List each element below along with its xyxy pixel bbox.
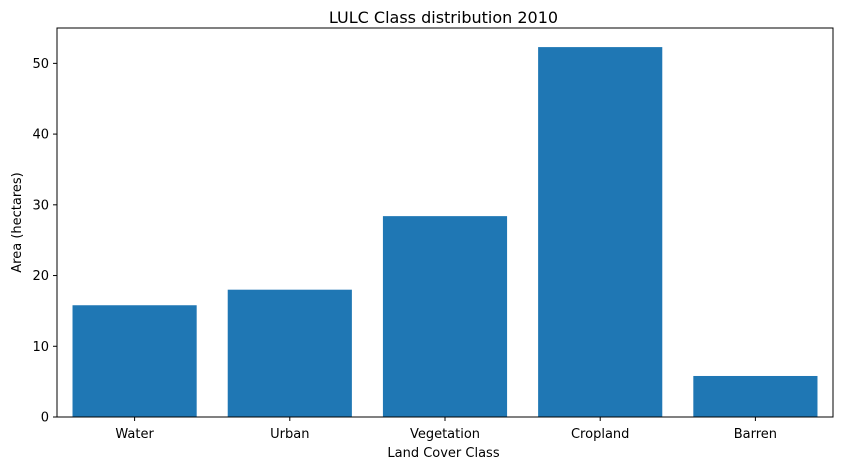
chart-title: LULC Class distribution 2010 xyxy=(329,8,558,27)
x-tick-label: Vegetation xyxy=(410,427,480,442)
y-axis-label: Area (hectares) xyxy=(10,172,25,272)
y-tick-label: 40 xyxy=(32,128,49,143)
y-tick-label: 20 xyxy=(32,269,49,284)
bar-cropland xyxy=(538,47,663,417)
plot-area: 0 10 20 30 40 50 Water Urban Vegetation Cropland… xyxy=(32,27,834,442)
bar-barren xyxy=(693,375,818,417)
x-axis-label: Land Cover Class xyxy=(387,446,499,461)
y-tick-label: 0 xyxy=(41,411,49,426)
y-axis: 0 10 20 30 40 50 xyxy=(32,57,57,426)
bar-water xyxy=(72,305,197,417)
bar-vegetation xyxy=(382,216,508,417)
bar-urban xyxy=(227,289,352,417)
bar-series xyxy=(72,47,818,417)
x-tick-label: Urban xyxy=(270,427,309,442)
y-tick-label: 30 xyxy=(32,198,49,213)
y-tick-label: 10 xyxy=(32,340,49,355)
y-tick-label: 50 xyxy=(32,57,49,72)
x-tick-label: Cropland xyxy=(571,427,629,442)
x-tick-label: Water xyxy=(115,427,154,442)
x-axis: Water Urban Vegetation Cropland Barren xyxy=(115,417,777,442)
x-tick-label: Barren xyxy=(734,427,777,442)
